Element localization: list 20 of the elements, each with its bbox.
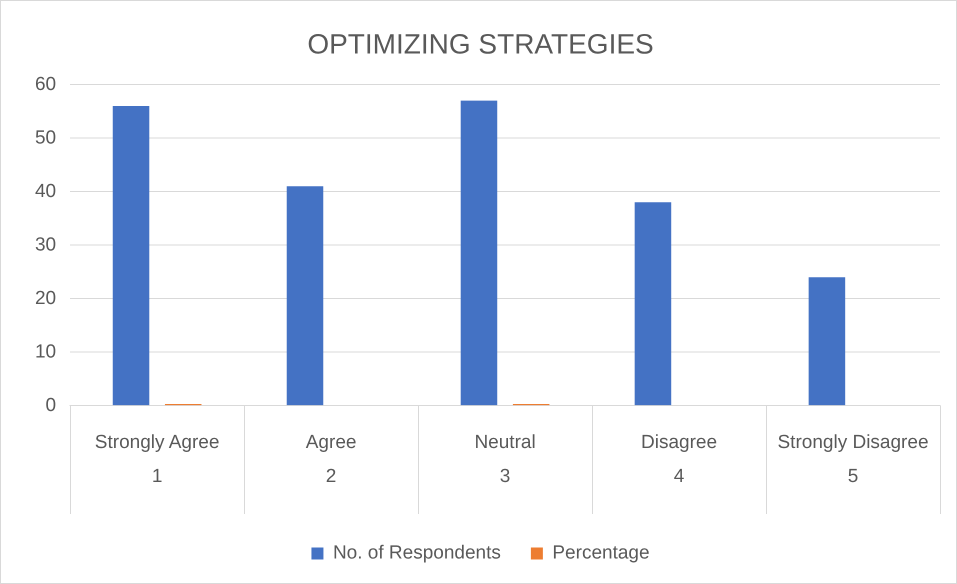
bar [112,106,150,406]
y-tick-label: 60 [34,74,56,95]
x-tick-label: Disagree 4 [641,432,718,488]
x-tick-label: Strongly Disagree 5 [778,432,929,488]
y-tick-label: 30 [34,234,56,256]
legend-label: No. of Respondents [332,542,501,564]
legend-label: Percentage [552,542,650,564]
bar [808,277,846,406]
x-tick-label: Neutral 3 [474,432,536,488]
y-tick-label: 20 [34,288,56,309]
y-tick-label: 50 [34,127,56,148]
bar [286,186,324,406]
x-tick-label: Strongly Agree 1 [94,432,220,488]
bar [634,202,672,406]
bar [460,100,498,406]
y-tick-label: 0 [46,394,56,416]
y-tick-label: 40 [34,180,56,202]
y-tick-label: 10 [34,341,56,362]
chart-title: OPTIMIZING STRATEGIES [307,28,654,60]
x-tick-label: Agree 2 [306,432,356,488]
